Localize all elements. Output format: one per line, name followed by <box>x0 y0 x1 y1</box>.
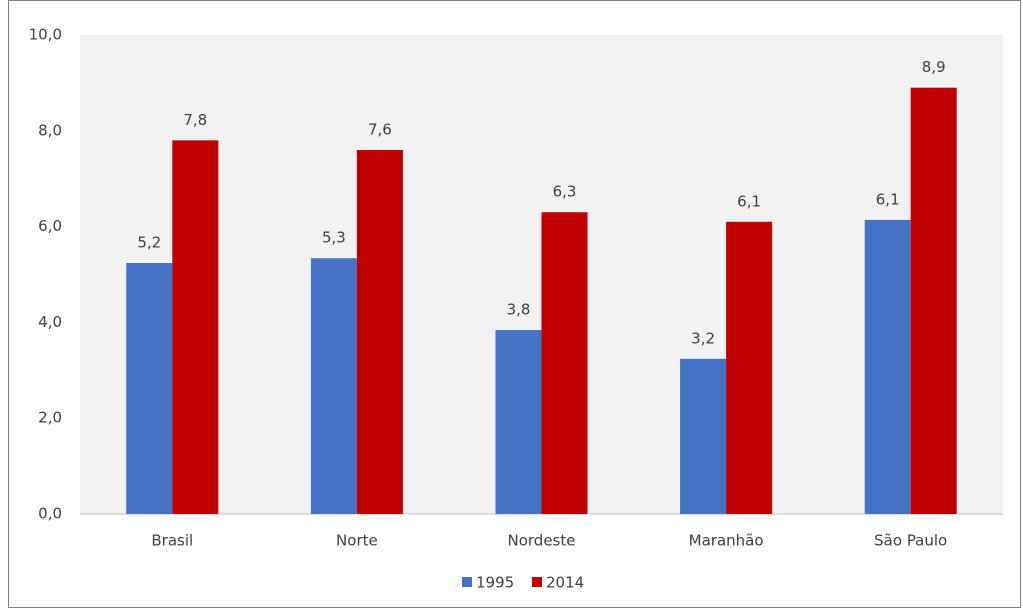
value-label: 6,3 <box>553 183 577 201</box>
value-label: 6,1 <box>876 190 900 208</box>
bar <box>310 258 357 514</box>
bar <box>126 263 173 514</box>
bar <box>864 219 911 515</box>
value-label: 7,6 <box>368 120 392 138</box>
x-tick-label: Norte <box>336 532 378 550</box>
y-tick-label: 10,0 <box>29 26 62 44</box>
bar <box>910 87 957 514</box>
value-label: 5,2 <box>137 234 161 252</box>
y-tick-label: 2,0 <box>38 409 62 427</box>
value-label: 6,1 <box>737 192 761 210</box>
y-tick-label: 4,0 <box>38 313 62 331</box>
bar <box>680 358 727 514</box>
y-tick-label: 8,0 <box>38 121 62 139</box>
y-tick-label: 6,0 <box>38 217 62 235</box>
x-tick-label: Brasil <box>151 532 193 550</box>
bar <box>541 212 588 515</box>
legend-label: 2014 <box>546 574 584 592</box>
value-label: 7,8 <box>183 111 207 129</box>
legend-swatch <box>532 577 542 587</box>
value-label: 8,9 <box>922 58 946 76</box>
bar <box>356 149 403 514</box>
bar <box>172 140 219 514</box>
value-label: 3,8 <box>507 301 531 319</box>
bar <box>726 221 773 514</box>
legend-label: 1995 <box>476 574 514 592</box>
x-tick-label: Nordeste <box>508 532 576 550</box>
x-tick-label: Maranhão <box>689 532 764 550</box>
legend-swatch <box>462 577 472 587</box>
x-tick-label: São Paulo <box>874 532 947 550</box>
bar <box>495 330 542 514</box>
y-tick-label: 0,0 <box>38 505 62 523</box>
value-label: 5,3 <box>322 229 346 247</box>
value-label: 3,2 <box>691 329 715 347</box>
